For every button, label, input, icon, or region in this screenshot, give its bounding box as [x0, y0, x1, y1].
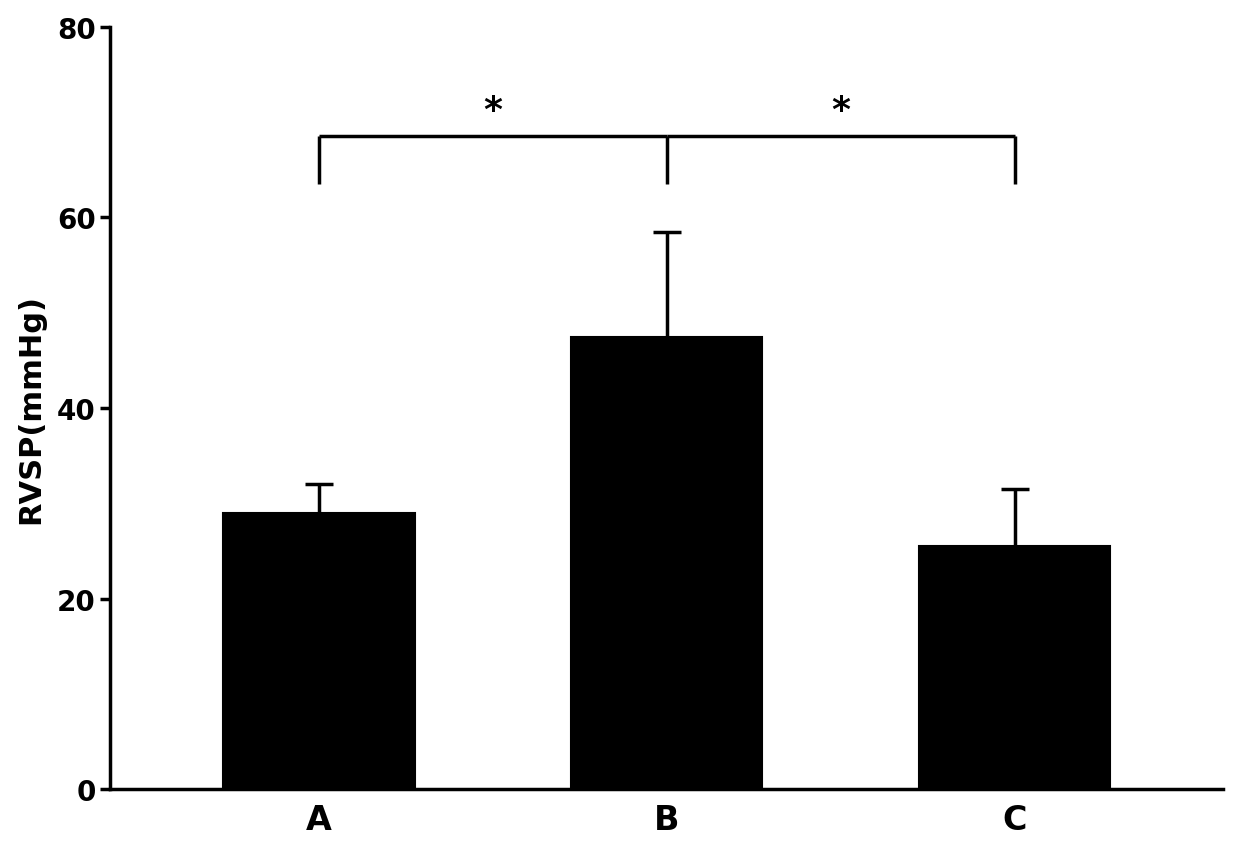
Y-axis label: RVSP(mmHg): RVSP(mmHg)	[16, 293, 46, 524]
Text: *: *	[831, 94, 851, 128]
Bar	[572, 337, 763, 790]
Bar	[919, 547, 1110, 790]
Text: *: *	[484, 94, 502, 128]
Bar	[223, 514, 414, 790]
